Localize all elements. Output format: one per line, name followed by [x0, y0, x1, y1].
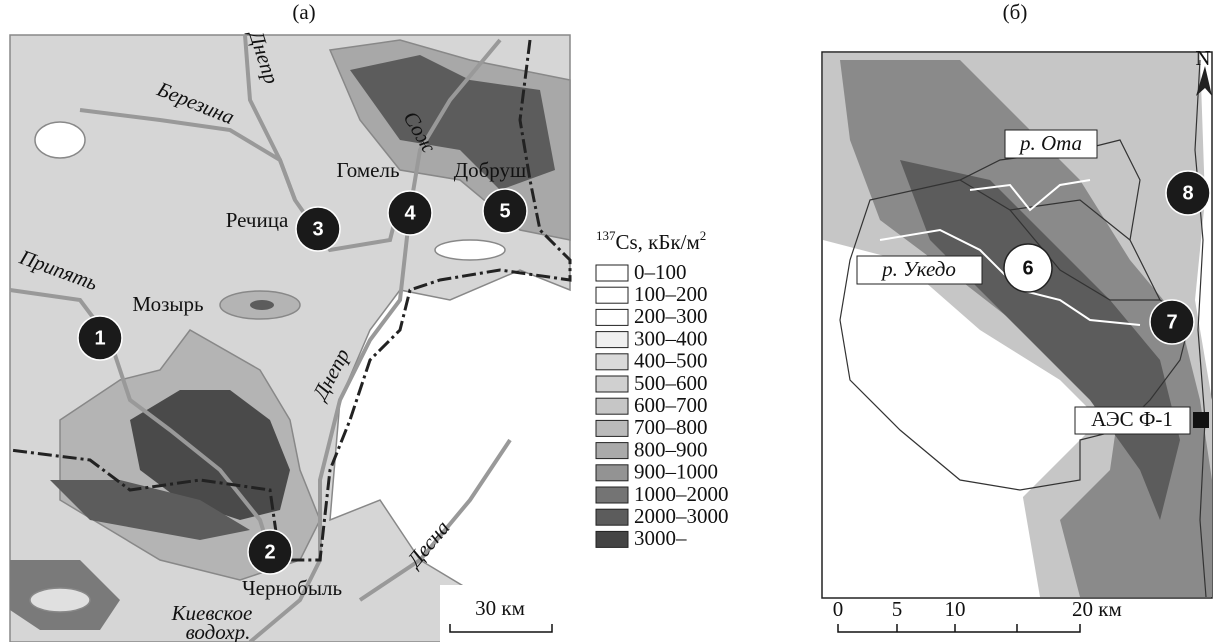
- scale-label: 20 км: [1072, 597, 1122, 621]
- legend-title-power: 2: [700, 228, 707, 243]
- page: {"panel_a": {"label": "(a)", "places": {…: [0, 0, 1213, 642]
- site-number: 2: [264, 541, 275, 563]
- scale-label: 30 км: [475, 596, 525, 620]
- legend-swatch: [596, 287, 628, 303]
- npp-label: АЭС Ф-1: [1091, 407, 1173, 431]
- legend-swatch: [596, 487, 628, 503]
- legend-swatch: [596, 465, 628, 481]
- clean-zone: [435, 240, 505, 260]
- north-label: N: [1195, 46, 1210, 70]
- legend-swatch: [596, 332, 628, 348]
- legend-label: 400–500: [634, 349, 708, 373]
- site-number: 4: [404, 202, 416, 224]
- legend-title-mass: 137: [596, 228, 616, 243]
- clean-zone: [35, 122, 85, 158]
- legend-title: 137Cs, кБк/м2: [596, 228, 706, 254]
- place-label: Мозырь: [132, 292, 203, 316]
- legend-label: 800–900: [634, 437, 708, 461]
- scale-labels: 0 5 10 20 км: [833, 597, 1122, 621]
- scale-label: 0: [833, 597, 844, 621]
- legend-label: 2000–3000: [634, 504, 729, 528]
- legend: 137Cs, кБк/м2 0–100100–200200–300300–400…: [596, 228, 729, 550]
- legend-label: 0–100: [634, 260, 687, 284]
- panel-label: (a): [292, 0, 315, 24]
- place-label: водохр.: [186, 620, 251, 642]
- figure: (a) Березина Днепр Сож Гомель Добруш Реч…: [0, 0, 1213, 642]
- legend-label: 900–1000: [634, 460, 718, 484]
- legend-label: 200–300: [634, 304, 708, 328]
- site-number: 6: [1022, 257, 1033, 279]
- legend-swatch: [596, 420, 628, 436]
- legend-swatch: [596, 309, 628, 325]
- place-label: Гомель: [336, 158, 399, 182]
- legend-swatch: [596, 398, 628, 414]
- scale-label: 10: [945, 597, 966, 621]
- panel-label: (б): [1003, 0, 1028, 24]
- place-label: Речица: [226, 208, 289, 232]
- legend-label: 3000–: [634, 526, 687, 550]
- legend-swatch: [596, 531, 628, 547]
- legend-label: 1000–2000: [634, 482, 729, 506]
- legend-label: 500–600: [634, 371, 708, 395]
- legend-swatch: [596, 265, 628, 281]
- place-label: Чернобыль: [242, 576, 342, 600]
- place-label: Добруш: [454, 158, 526, 182]
- legend-label: 300–400: [634, 326, 708, 350]
- legend-swatch: [596, 443, 628, 459]
- site-number: 7: [1166, 311, 1177, 333]
- scale-label: 5: [892, 597, 903, 621]
- npp-marker: [1193, 412, 1209, 428]
- legend-label: 600–700: [634, 393, 708, 417]
- river-label: р. Укедо: [880, 257, 956, 281]
- site-number: 1: [94, 327, 105, 349]
- site-number: 3: [312, 218, 323, 240]
- contamination-zone: [250, 300, 274, 310]
- legend-swatch: [596, 376, 628, 392]
- legend-label: 700–800: [634, 415, 708, 439]
- scale-bar: [838, 624, 1080, 632]
- site-number: 8: [1182, 182, 1193, 204]
- legend-swatch: [596, 509, 628, 525]
- site-number: 5: [499, 200, 510, 222]
- contamination-zone: [30, 588, 90, 612]
- legend-title-text: Cs, кБк/м: [616, 230, 700, 254]
- river-label: р. Ота: [1018, 131, 1082, 155]
- legend-swatch: [596, 354, 628, 370]
- legend-label: 100–200: [634, 282, 708, 306]
